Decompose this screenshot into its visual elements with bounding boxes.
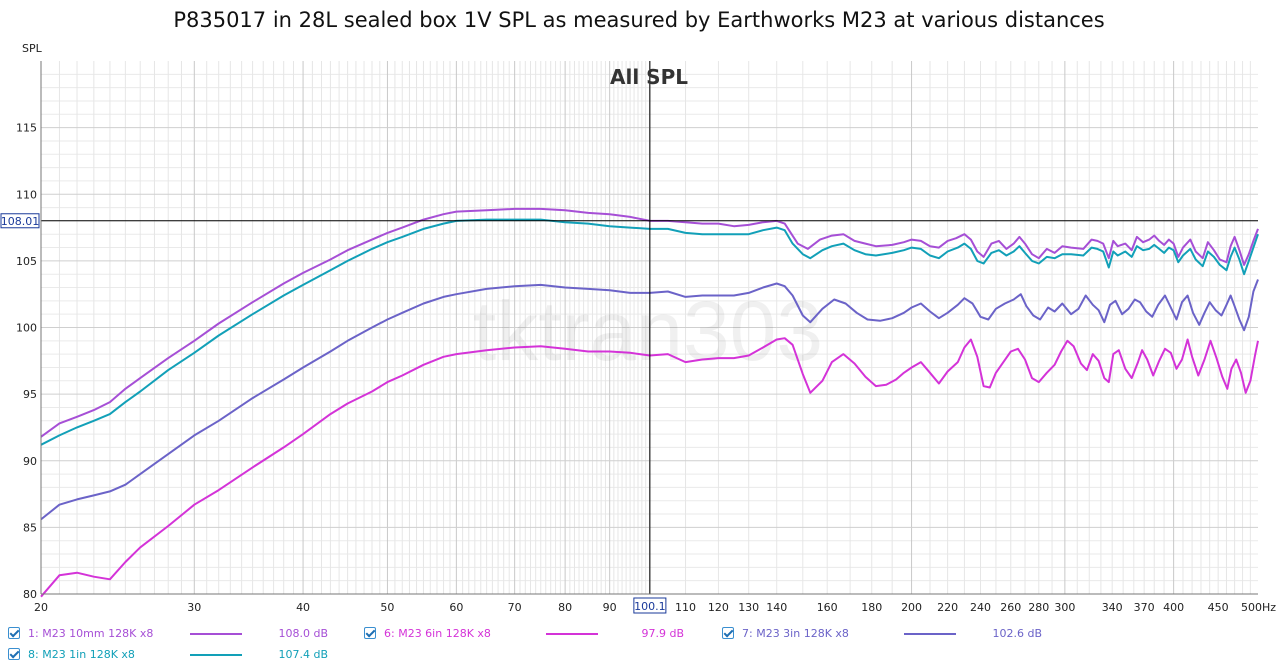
x-tick-label: 300 bbox=[1054, 601, 1075, 614]
cursor-x-readout-box bbox=[633, 597, 667, 614]
x-tick-label: 30 bbox=[187, 601, 201, 614]
x-tick-label: 240 bbox=[970, 601, 991, 614]
x-tick-label: 90 bbox=[603, 601, 617, 614]
x-tick-label: 160 bbox=[817, 601, 838, 614]
legend-row-1: 1: M23 10mm 128K x8 108.0 dB 6: M23 6in … bbox=[0, 625, 1278, 645]
legend-swatch bbox=[190, 633, 242, 635]
watermark: tktran303 bbox=[473, 284, 823, 378]
y-tick-label: 90 bbox=[23, 455, 37, 468]
legend-label: 6: M23 6in 128K x8 bbox=[384, 627, 491, 640]
y-axis-label: SPL bbox=[22, 42, 43, 55]
x-tick-label: 280 bbox=[1028, 601, 1049, 614]
x-tick-label: 370 bbox=[1134, 601, 1155, 614]
cursor-x-readout: 100.1 bbox=[634, 600, 666, 613]
cursor-y-readout-box bbox=[0, 213, 40, 229]
y-tick-label: 110 bbox=[16, 188, 37, 201]
y-tick-label: 115 bbox=[16, 122, 37, 135]
x-tick-label: 120 bbox=[708, 601, 729, 614]
x-tick-label: 40 bbox=[296, 601, 310, 614]
legend-value: 102.6 dB bbox=[992, 627, 1042, 640]
series-line[interactable] bbox=[40, 337, 1259, 598]
legend-swatch bbox=[904, 633, 956, 635]
y-tick-label: 105 bbox=[16, 255, 37, 268]
x-tick-label: 220 bbox=[937, 601, 958, 614]
series-lines bbox=[40, 207, 1259, 598]
chart-title: P835017 in 28L sealed box 1V SPL as meas… bbox=[173, 8, 1105, 32]
y-tick-label: 85 bbox=[23, 521, 37, 534]
legend-value: 108.0 dB bbox=[278, 627, 328, 640]
series-line[interactable] bbox=[40, 279, 1259, 521]
legend-label: 1: M23 10mm 128K x8 bbox=[28, 627, 154, 640]
legend-swatch bbox=[546, 633, 598, 635]
series-line[interactable] bbox=[40, 207, 1259, 438]
x-tick-label: 20 bbox=[34, 601, 48, 614]
cursor-y-readout: 108.01 bbox=[1, 215, 40, 228]
checkbox-icon[interactable] bbox=[722, 627, 734, 639]
legend-value: 97.9 dB bbox=[641, 627, 684, 640]
x-tick-label: 130 bbox=[738, 601, 759, 614]
x-tick-label: 70 bbox=[508, 601, 522, 614]
legend-label: 7: M23 3in 128K x8 bbox=[742, 627, 849, 640]
y-tick-label: 100 bbox=[16, 322, 37, 335]
x-tick-label: 60 bbox=[449, 601, 463, 614]
checkbox-icon[interactable] bbox=[8, 648, 20, 660]
legend-item[interactable]: 1: M23 10mm 128K x8 108.0 dB bbox=[8, 625, 348, 645]
x-tick-label: 450 bbox=[1208, 601, 1229, 614]
checkbox-icon[interactable] bbox=[8, 627, 20, 639]
x-tick-label: 80 bbox=[558, 601, 572, 614]
legend-item[interactable]: 7: M23 3in 128K x8 102.6 dB bbox=[722, 625, 1062, 645]
legend-item[interactable]: 8: M23 1in 128K x8 107.4 dB bbox=[8, 646, 348, 666]
y-tick-label: 95 bbox=[23, 388, 37, 401]
y-tick-label: 80 bbox=[23, 588, 37, 601]
legend-row-2: 8: M23 1in 128K x8 107.4 dB bbox=[0, 646, 1278, 666]
legend-swatch bbox=[190, 654, 242, 656]
x-tick-label: 140 bbox=[766, 601, 787, 614]
series-line[interactable] bbox=[40, 218, 1259, 446]
x-tick-label: 110 bbox=[675, 601, 696, 614]
x-axis-tick-labels: 20 30 40 50 60 70 80 90 110 120 130 140 160 180 200 220… bbox=[34, 601, 1276, 614]
y-axis-tick-labels: 80 85 90 95 100 105 110 115 bbox=[16, 122, 37, 601]
x-tick-label: 50 bbox=[380, 601, 394, 614]
overlay-label: All SPL bbox=[610, 65, 688, 89]
x-tick-label: 340 bbox=[1102, 601, 1123, 614]
legend-item[interactable]: 6: M23 6in 128K x8 97.9 dB bbox=[364, 625, 704, 645]
x-tick-label: 200 bbox=[901, 601, 922, 614]
legend-label: 8: M23 1in 128K x8 bbox=[28, 648, 135, 661]
cursor-readouts: 108.01 100.1 bbox=[0, 213, 667, 614]
x-tick-label: 180 bbox=[861, 601, 882, 614]
x-tick-label: 260 bbox=[1000, 601, 1021, 614]
plot-frame bbox=[40, 61, 1258, 595]
cursor-crosshair bbox=[41, 61, 1258, 594]
x-tick-label: 400 bbox=[1163, 601, 1184, 614]
x-tick-label: 500Hz bbox=[1241, 601, 1276, 614]
checkbox-icon[interactable] bbox=[364, 627, 376, 639]
legend-value: 107.4 dB bbox=[278, 648, 328, 661]
